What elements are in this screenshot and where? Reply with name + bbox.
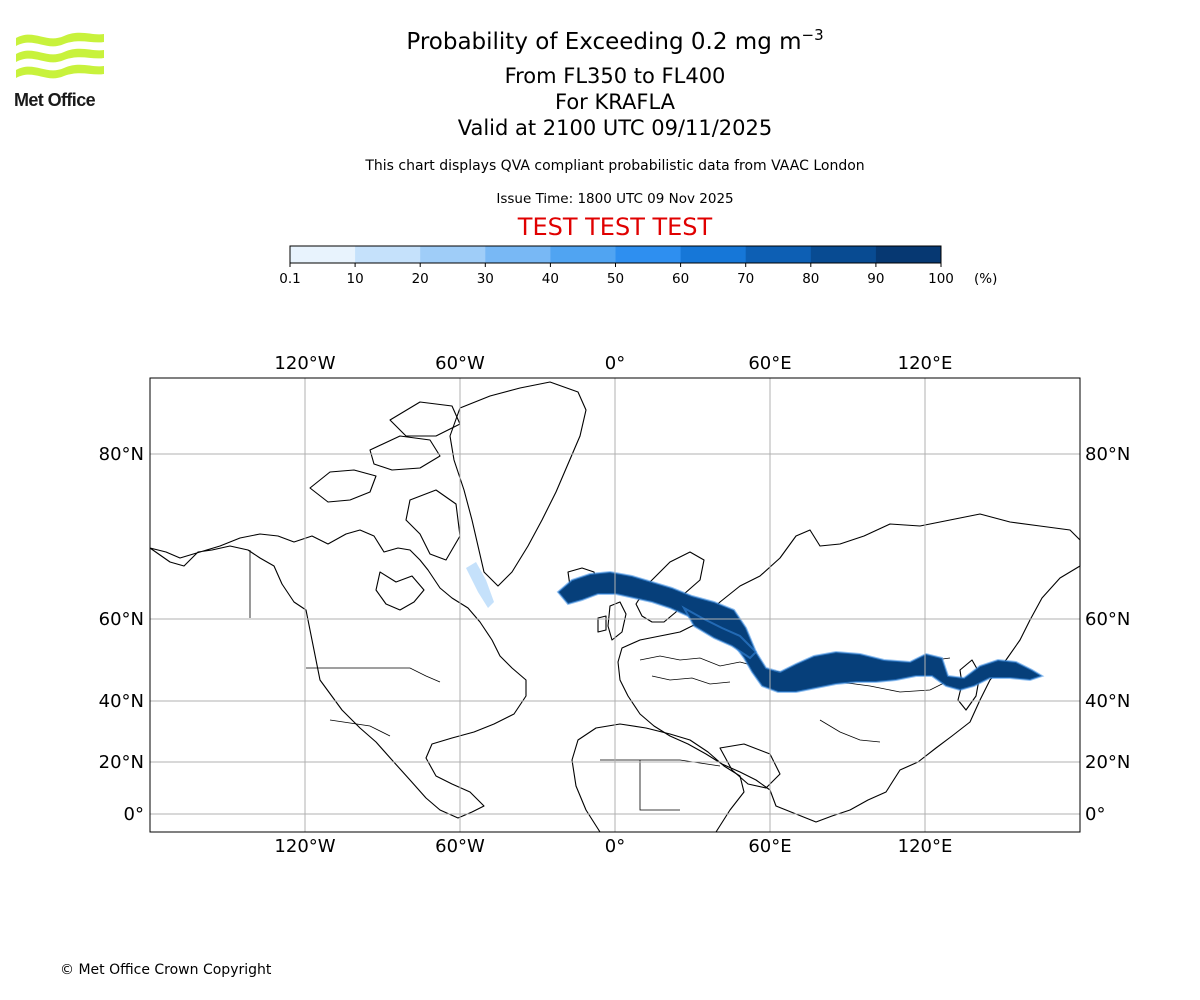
colorbar-tick-label-8: 80 bbox=[802, 271, 819, 287]
coastline-north-america bbox=[149, 529, 527, 819]
coastline-arctic-island-1 bbox=[309, 469, 377, 503]
border-us-canada bbox=[306, 667, 441, 683]
flight-levels: From FL350 to FL400 bbox=[504, 64, 726, 88]
coastline-greenland bbox=[449, 381, 587, 587]
colorbar-tick-label-10: 100 bbox=[928, 271, 954, 287]
chart-title: Probability of Exceeding 0.2 mg m−3 bbox=[0, 26, 1200, 55]
colorbar-tick-label-4: 40 bbox=[542, 271, 559, 287]
colorbar-segment-0 bbox=[290, 246, 356, 263]
colorbar-tick-label-5: 50 bbox=[607, 271, 624, 287]
lon-label-top-0: 0° bbox=[605, 353, 625, 374]
lat-label-right-60n: 60°N bbox=[1085, 609, 1130, 630]
coastline-baffin-island bbox=[405, 489, 461, 561]
lon-label-top-120e: 120°E bbox=[898, 353, 953, 374]
met-office-logo-icon bbox=[16, 32, 104, 79]
colorbar-tick-label-1: 10 bbox=[347, 271, 364, 287]
coastline-hudson-bay bbox=[375, 571, 425, 611]
colorbar-unit-label: (%) bbox=[974, 271, 997, 287]
lat-label-right-20n: 20°N bbox=[1085, 752, 1130, 773]
test-banner: TEST TEST TEST bbox=[517, 213, 713, 241]
colorbar-tick-label-6: 60 bbox=[672, 271, 689, 287]
colorbar-tick-label-2: 20 bbox=[412, 271, 429, 287]
valid-time: Valid at 2100 UTC 09/11/2025 bbox=[457, 116, 773, 140]
border-europe-2 bbox=[651, 675, 731, 685]
coastline-great-britain bbox=[607, 601, 627, 641]
coastline-africa bbox=[571, 723, 745, 833]
lon-label-bottom-120w: 120°W bbox=[274, 836, 335, 857]
ash-plume-branch bbox=[681, 605, 758, 660]
colorbar-tick-label-0: 0.1 bbox=[279, 271, 300, 287]
copyright-notice: © Met Office Crown Copyright bbox=[60, 962, 272, 978]
border-mongolia-china bbox=[839, 679, 951, 693]
colorbar-segment-6 bbox=[680, 246, 747, 263]
lat-label-left-60n: 60°N bbox=[99, 609, 144, 630]
lon-label-bottom-120e: 120°E bbox=[898, 836, 953, 857]
lat-label-right-80n: 80°N bbox=[1085, 444, 1130, 465]
chart-description: This chart displays QVA compliant probab… bbox=[365, 158, 865, 174]
map-frame bbox=[149, 377, 1081, 833]
border-india bbox=[819, 719, 881, 743]
colorbar-segment-1 bbox=[355, 246, 421, 263]
probability-colorbar: 0.1 10 20 30 40 50 60 70 80 90 100 (%) bbox=[279, 245, 997, 287]
border-us-mexico bbox=[329, 719, 391, 737]
coastline-arctic-island-2 bbox=[369, 435, 441, 471]
issue-time: Issue Time: 1800 UTC 09 Nov 2025 bbox=[496, 191, 734, 207]
lat-label-right-0: 0° bbox=[1085, 804, 1105, 825]
colorbar-tick-label-3: 30 bbox=[477, 271, 494, 287]
lat-label-left-0: 0° bbox=[124, 804, 144, 825]
colorbar-segment-4 bbox=[550, 246, 616, 263]
lon-label-top-60w: 60°W bbox=[435, 353, 485, 374]
lon-label-top-120w: 120°W bbox=[274, 353, 335, 374]
border-africa-1 bbox=[600, 759, 721, 767]
volcano-name: For KRAFLA bbox=[555, 90, 675, 114]
border-europe-1 bbox=[639, 655, 741, 667]
colorbar-segment-8 bbox=[810, 246, 877, 263]
colorbar-tick-label-9: 90 bbox=[867, 271, 884, 287]
ash-plume bbox=[466, 562, 1045, 693]
lat-label-left-20n: 20°N bbox=[99, 752, 144, 773]
coastline-ireland bbox=[597, 615, 607, 633]
chart-title-text: Probability of Exceeding 0.2 mg m bbox=[406, 29, 802, 55]
coastline-arabia bbox=[719, 743, 781, 789]
lat-label-left-80n: 80°N bbox=[99, 444, 144, 465]
border-africa-2 bbox=[639, 760, 680, 811]
lat-label-right-40n: 40°N bbox=[1085, 691, 1130, 712]
lon-label-bottom-0: 0° bbox=[605, 836, 625, 857]
coastline-scandinavia bbox=[635, 551, 705, 623]
chart-title-superscript: −3 bbox=[801, 26, 824, 44]
lon-label-bottom-60e: 60°E bbox=[748, 836, 791, 857]
colorbar-segment-9 bbox=[875, 246, 942, 263]
lon-label-bottom-60w: 60°W bbox=[435, 836, 485, 857]
gridlines bbox=[150, 378, 1080, 832]
ash-plume-fringe bbox=[466, 562, 494, 608]
colorbar-tick-label-7: 70 bbox=[737, 271, 754, 287]
lon-label-top-60e: 60°E bbox=[748, 353, 791, 374]
lat-label-left-40n: 40°N bbox=[99, 691, 144, 712]
colorbar-segment-5 bbox=[615, 246, 682, 263]
met-office-logo-text: Met Office bbox=[14, 90, 96, 110]
colorbar-segment-7 bbox=[745, 246, 812, 263]
colorbar-segment-3 bbox=[485, 246, 551, 263]
colorbar-segment-2 bbox=[420, 246, 486, 263]
ash-probability-map: 120°W 60°W 0° 60°E 120°E 120°W 60°W 0° 6… bbox=[99, 353, 1131, 857]
